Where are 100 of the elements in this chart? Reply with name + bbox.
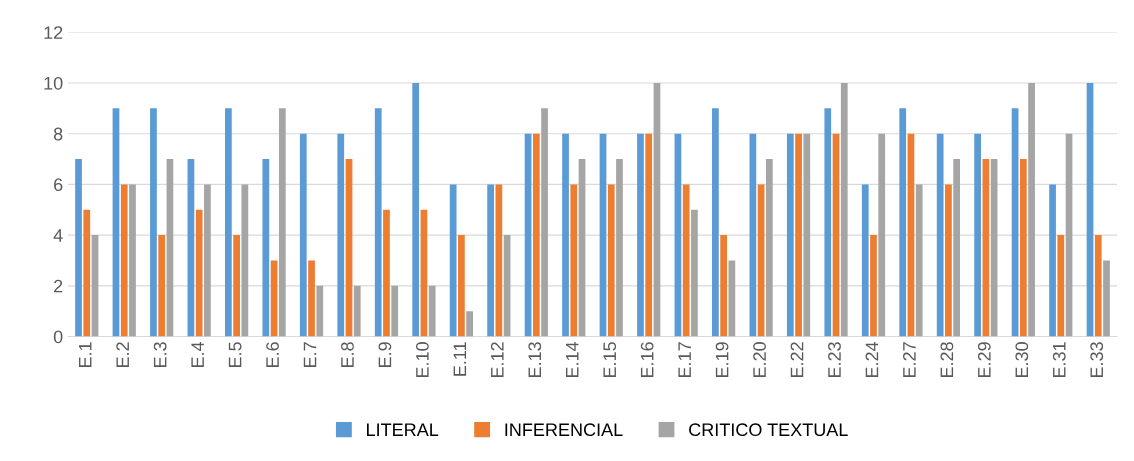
x-tick-label: E.1 xyxy=(79,342,92,368)
legend-label: LITERAL xyxy=(367,423,439,436)
x-tick-label: E.3 xyxy=(153,342,167,368)
x-tick-label: E.12 xyxy=(490,342,504,378)
x-tick-label: E.2 xyxy=(116,342,129,368)
legend-label: INFERENCIAL xyxy=(505,423,623,437)
bar xyxy=(449,184,457,337)
bar xyxy=(337,133,345,337)
x-tick-label: E.27 xyxy=(903,342,916,378)
bar xyxy=(861,184,869,337)
bar xyxy=(637,133,644,337)
bar xyxy=(225,108,232,337)
bar xyxy=(308,260,315,337)
bar xyxy=(412,82,420,337)
bar xyxy=(158,235,166,337)
x-tick-label: E.6 xyxy=(266,342,279,368)
bar xyxy=(299,133,307,337)
bar xyxy=(466,311,474,337)
bar xyxy=(795,133,802,337)
bar xyxy=(570,184,578,337)
bar xyxy=(383,209,390,337)
bar xyxy=(786,133,794,337)
y-tick-label: 8 xyxy=(53,127,63,141)
bar xyxy=(915,184,923,337)
bar xyxy=(195,209,203,337)
bar xyxy=(840,82,848,337)
x-tick-label: E.23 xyxy=(828,342,841,378)
bar xyxy=(241,184,249,337)
bar xyxy=(720,235,728,337)
bar xyxy=(982,159,990,337)
bar xyxy=(607,184,615,337)
x-tick-label: E.19 xyxy=(715,342,729,378)
y-tick-label: 0 xyxy=(53,330,63,344)
bar xyxy=(458,235,465,337)
y-tick-label: 4 xyxy=(53,229,63,242)
bar xyxy=(495,184,503,337)
y-tick-label: 6 xyxy=(54,178,63,192)
bar xyxy=(878,133,886,337)
bar xyxy=(645,133,653,337)
bar xyxy=(712,108,719,337)
x-tick-label: E.11 xyxy=(453,342,467,376)
bar xyxy=(1019,159,1027,337)
bar xyxy=(129,184,136,337)
x-tick-label: E.22 xyxy=(790,342,804,378)
x-tick-label: E.4 xyxy=(191,341,204,368)
bar xyxy=(824,108,832,337)
bar xyxy=(374,108,382,337)
bar xyxy=(803,133,811,337)
bar xyxy=(1049,184,1056,337)
x-tick-label: E.8 xyxy=(341,342,354,368)
x-tick-label: E.15 xyxy=(603,342,617,378)
x-tick-label: E.10 xyxy=(415,342,429,378)
bar xyxy=(562,133,569,337)
bar xyxy=(75,159,82,337)
bar xyxy=(120,184,128,337)
x-tick-label: E.14 xyxy=(566,341,579,378)
bar xyxy=(487,184,494,337)
x-tick-label: E.20 xyxy=(753,342,766,378)
bar xyxy=(691,209,698,337)
x-tick-label: E.7 xyxy=(303,342,317,368)
bar xyxy=(204,184,211,337)
bar xyxy=(428,285,436,337)
bar xyxy=(936,133,944,337)
bar xyxy=(316,285,324,337)
bar xyxy=(1103,260,1110,337)
bar xyxy=(899,108,907,337)
y-tick-label: 2 xyxy=(54,279,63,293)
bar xyxy=(974,133,981,337)
y-tick-label: 12 xyxy=(44,26,63,39)
bar xyxy=(616,159,623,337)
bar xyxy=(262,159,270,337)
bar xyxy=(532,133,540,337)
x-tick-label: E.30 xyxy=(1015,342,1029,378)
bar xyxy=(233,235,240,337)
x-tick-label: E.16 xyxy=(640,342,654,378)
bar xyxy=(682,184,690,337)
bar xyxy=(953,159,961,337)
x-tick-label: E.13 xyxy=(528,342,542,378)
bar xyxy=(870,235,877,337)
x-tick-label: E.24 xyxy=(865,341,879,378)
x-tick-label: E.28 xyxy=(940,342,954,378)
bar xyxy=(765,159,773,337)
bar xyxy=(391,285,399,337)
bar xyxy=(749,133,757,337)
bar xyxy=(1094,235,1102,337)
x-tick-label: E.9 xyxy=(378,342,392,368)
bar xyxy=(945,184,952,337)
bar xyxy=(150,108,157,337)
legend-label: CRITICO TEXTUAL xyxy=(689,423,848,437)
x-tick-label: E.31 xyxy=(1052,342,1066,378)
bar xyxy=(1057,235,1065,337)
x-tick-label: E.5 xyxy=(228,342,242,368)
bar xyxy=(1028,82,1035,337)
x-tick-label: E.33 xyxy=(1090,342,1104,378)
bar xyxy=(353,285,361,337)
y-tick-label: 10 xyxy=(44,76,63,90)
x-tick-label: E.29 xyxy=(977,342,991,378)
bar xyxy=(541,108,548,337)
bar xyxy=(278,108,286,337)
bar xyxy=(83,209,91,337)
